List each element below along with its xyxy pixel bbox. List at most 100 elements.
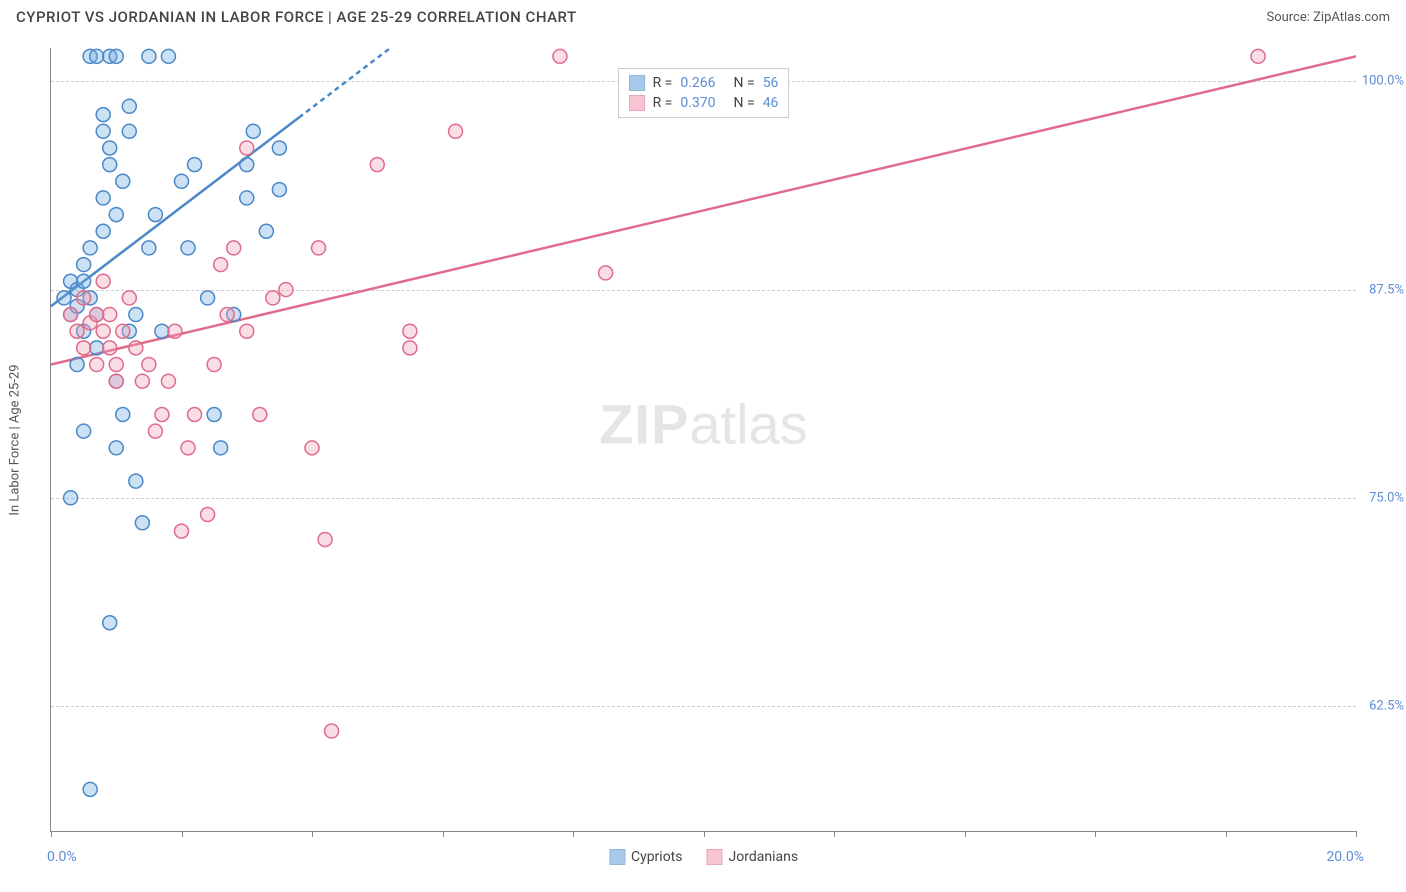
plot-area: ZIPatlas In Labor Force | Age 25-29 R = … xyxy=(50,48,1356,832)
data-point xyxy=(90,49,104,63)
data-point xyxy=(325,724,339,738)
swatch-cypriots xyxy=(629,75,645,91)
data-point xyxy=(253,408,267,422)
data-point xyxy=(403,341,417,355)
x-tick xyxy=(573,831,574,837)
data-point xyxy=(201,507,215,521)
legend-row-jordanians: R = 0.370 N = 46 xyxy=(629,93,779,113)
y-tick-label: 100.0% xyxy=(1358,74,1404,89)
data-point xyxy=(122,124,136,138)
data-point xyxy=(116,408,130,422)
n-label: N = xyxy=(734,95,755,111)
data-point xyxy=(142,241,156,255)
data-point xyxy=(116,324,130,338)
data-point xyxy=(148,424,162,438)
data-point xyxy=(553,49,567,63)
data-point xyxy=(90,341,104,355)
data-point xyxy=(403,324,417,338)
x-tick xyxy=(1226,831,1227,837)
data-point xyxy=(266,291,280,305)
data-point xyxy=(83,241,97,255)
x-tick xyxy=(834,831,835,837)
data-point xyxy=(175,174,189,188)
y-tick-label: 75.0% xyxy=(1358,490,1404,505)
x-tick xyxy=(182,831,183,837)
data-point xyxy=(188,408,202,422)
y-tick-label: 62.5% xyxy=(1358,699,1404,714)
x-tick xyxy=(965,831,966,837)
data-point xyxy=(181,441,195,455)
data-point xyxy=(109,49,123,63)
data-point xyxy=(279,283,293,297)
r-value-jordanians: 0.370 xyxy=(680,95,715,111)
data-point xyxy=(188,158,202,172)
data-point xyxy=(103,616,117,630)
data-point xyxy=(161,374,175,388)
x-tick xyxy=(1356,831,1357,837)
data-point xyxy=(148,208,162,222)
data-point xyxy=(155,324,169,338)
data-point xyxy=(96,191,110,205)
data-point xyxy=(103,141,117,155)
data-point xyxy=(135,374,149,388)
x-tick xyxy=(51,831,52,837)
x-tick xyxy=(1095,831,1096,837)
data-point xyxy=(96,324,110,338)
data-point xyxy=(77,274,91,288)
data-point xyxy=(207,358,221,372)
data-point xyxy=(77,258,91,272)
data-point xyxy=(449,124,463,138)
legend-row-cypriots: R = 0.266 N = 56 xyxy=(629,73,779,93)
data-point xyxy=(155,408,169,422)
data-point xyxy=(1251,49,1265,63)
data-point xyxy=(109,441,123,455)
data-point xyxy=(175,524,189,538)
data-point xyxy=(168,324,182,338)
data-point xyxy=(129,308,143,322)
x-axis-label-min: 0.0% xyxy=(47,849,77,865)
data-point xyxy=(220,308,234,322)
data-point xyxy=(214,441,228,455)
data-point xyxy=(122,99,136,113)
data-point xyxy=(109,358,123,372)
data-point xyxy=(77,291,91,305)
data-point xyxy=(214,258,228,272)
legend-item-cypriots: Cypriots xyxy=(609,849,683,865)
data-point xyxy=(77,424,91,438)
y-tick-label: 87.5% xyxy=(1358,282,1404,297)
data-point xyxy=(109,208,123,222)
data-point xyxy=(103,158,117,172)
data-point xyxy=(77,341,91,355)
data-point xyxy=(122,291,136,305)
n-value-jordanians: 46 xyxy=(763,95,779,111)
data-point xyxy=(129,474,143,488)
data-point xyxy=(272,141,286,155)
r-value-cypriots: 0.266 xyxy=(680,75,715,91)
chart-svg xyxy=(51,48,1356,831)
data-point xyxy=(83,782,97,796)
data-point xyxy=(103,341,117,355)
data-point xyxy=(246,124,260,138)
data-point xyxy=(90,308,104,322)
x-tick xyxy=(704,831,705,837)
data-point xyxy=(259,224,273,238)
data-point xyxy=(96,108,110,122)
swatch-cypriots-icon xyxy=(609,849,625,865)
data-point xyxy=(370,158,384,172)
data-point xyxy=(312,241,326,255)
r-label: R = xyxy=(653,75,673,91)
data-point xyxy=(109,374,123,388)
x-tick xyxy=(312,831,313,837)
data-point xyxy=(96,124,110,138)
legend-correlation: R = 0.266 N = 56 R = 0.370 N = 46 xyxy=(618,68,790,118)
y-axis-title: In Labor Force | Age 25-29 xyxy=(8,364,23,515)
data-point xyxy=(599,266,613,280)
data-point xyxy=(70,324,84,338)
n-value-cypriots: 56 xyxy=(763,75,779,91)
chart-header: CYPRIOT VS JORDANIAN IN LABOR FORCE | AG… xyxy=(0,0,1406,30)
legend-label-cypriots: Cypriots xyxy=(631,849,683,865)
data-point xyxy=(64,491,78,505)
legend-item-jordanians: Jordanians xyxy=(707,849,799,865)
chart-source: Source: ZipAtlas.com xyxy=(1266,10,1390,25)
x-axis-label-max: 20.0% xyxy=(1326,849,1364,865)
